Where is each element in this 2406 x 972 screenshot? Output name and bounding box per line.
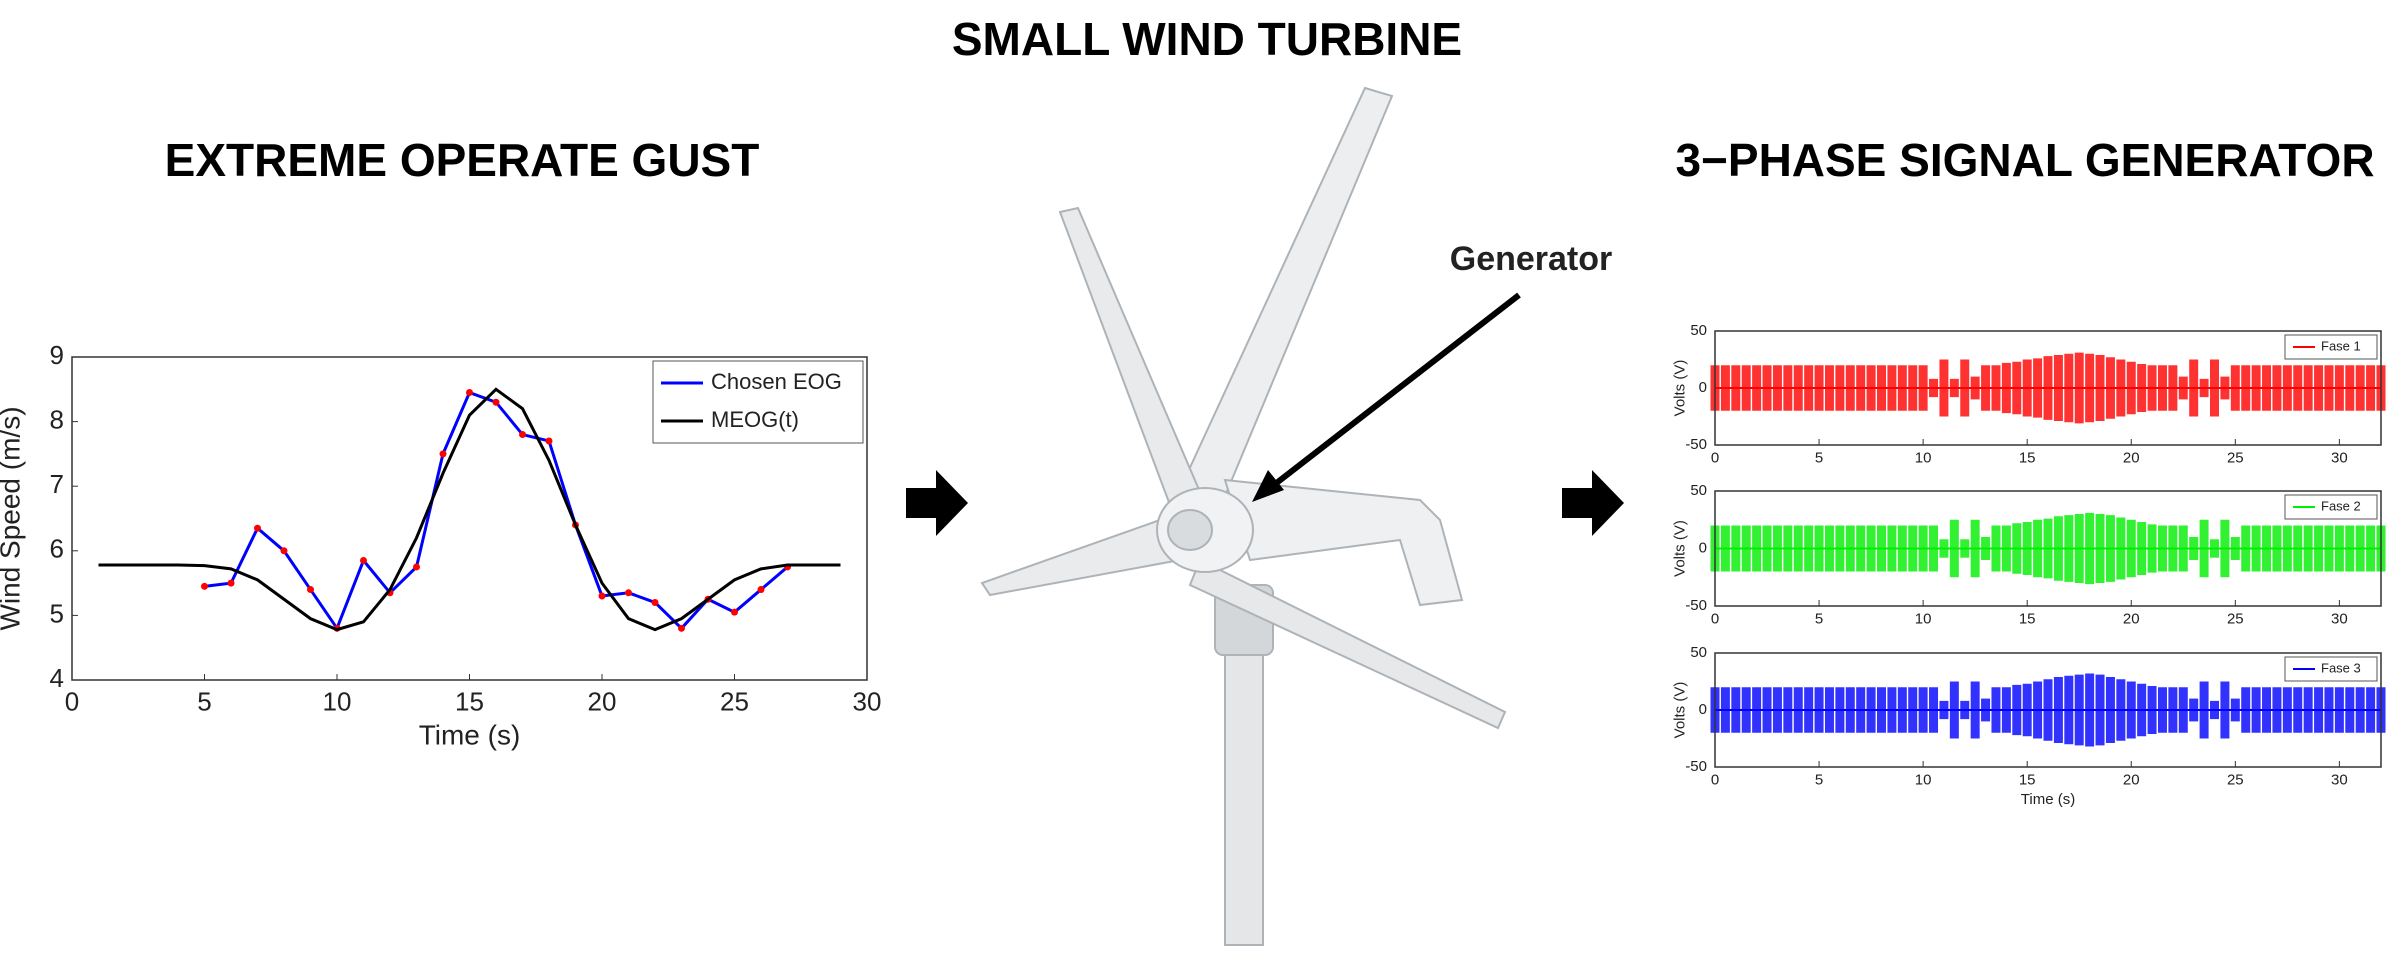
x-tick-label: 5 [1815,610,1823,627]
x-tick-label: 10 [1915,449,1932,466]
x-tick-label: 10 [323,686,352,716]
data-point [439,450,447,458]
x-tick-label: 10 [1915,771,1932,788]
data-point [625,589,632,597]
data-point [360,556,367,564]
y-tick-label: 50 [1690,482,1707,499]
data-point [678,624,685,632]
x-tick-label: 15 [2019,610,2036,627]
axes-frame [1714,652,2382,768]
hub-cap [1167,509,1213,551]
pointer-head [1252,470,1284,502]
y-tick-label: 9 [50,340,64,370]
x-axis-label: Time (s) [419,720,521,751]
legend-box [652,360,864,444]
legend-label: Chosen EOG [711,369,842,394]
y-tick-label: 0 [1699,701,1707,718]
data-point [519,431,526,439]
flow-arrow [906,470,968,536]
data-point [598,592,606,600]
x-tick-label: 15 [2019,771,2036,788]
x-tick-label: 0 [1711,449,1719,466]
y-tick-label: 50 [1690,322,1707,339]
data-point [545,437,553,445]
left-heading: EXTREME OPERATE GUST [165,134,760,186]
x-tick-label: 30 [853,686,882,716]
x-tick-label: 20 [2123,449,2140,466]
x-tick-label: 20 [588,686,617,716]
y-axis-label: Volts (V) [1671,682,1688,739]
legend-label: Fase 3 [2321,660,2361,675]
data-point [254,524,261,532]
x-tick-label: 5 [1815,449,1823,466]
x-tick-label: 30 [2331,610,2348,627]
x-tick-label: 5 [197,686,211,716]
y-tick-label: 5 [50,598,64,628]
x-tick-label: 0 [65,686,79,716]
wind-turbine [980,86,1507,946]
pointer-line [1268,292,1521,491]
y-tick-label: 4 [50,663,64,693]
x-axis-label: Time (s) [2021,791,2075,808]
data-point [731,608,738,616]
data-point [466,389,473,397]
series-line [98,387,841,632]
y-tick-label: -50 [1685,436,1707,453]
x-tick-label: 30 [2331,449,2348,466]
y-tick-label: 50 [1690,644,1707,661]
x-tick-label: 15 [2019,449,2036,466]
y-tick-label: 0 [1699,379,1707,396]
blade [1188,558,1507,730]
x-tick-label: 0 [1711,610,1719,627]
x-tick-label: 30 [2331,771,2348,788]
flow-arrow [1562,470,1624,536]
y-axis-label: Volts (V) [1671,360,1688,417]
data-point [227,579,235,587]
y-tick-label: 0 [1699,539,1707,556]
y-tick-label: -50 [1685,758,1707,775]
y-tick-label: -50 [1685,597,1707,614]
figure-title: SMALL WIND TURBINE [952,13,1462,65]
y-axis-label: Volts (V) [1671,520,1688,577]
data-point [757,586,765,594]
x-tick-label: 10 [1915,610,1932,627]
data-point [413,563,420,571]
x-tick-label: 25 [2227,771,2244,788]
generator-label: Generator [1450,240,1613,278]
axes-frame [71,356,868,681]
right-heading: 3−PHASE SIGNAL GENERATOR [1675,134,2374,186]
generator-pointer [1252,292,1521,502]
y-tick-label: 7 [50,469,64,499]
x-tick-label: 20 [2123,771,2140,788]
x-tick-label: 25 [2227,449,2244,466]
y-tick-label: 8 [50,404,64,434]
legend-label: Fase 1 [2321,338,2361,353]
x-tick-label: 20 [2123,610,2140,627]
x-tick-label: 25 [720,686,749,716]
x-tick-label: 25 [2227,610,2244,627]
data-point [492,398,500,406]
axes-frame [1714,490,2382,607]
axes-frame [1714,330,2382,446]
data-point [307,586,314,594]
data-point [280,547,288,555]
legend-label: MEOG(t) [711,407,799,432]
x-tick-label: 15 [455,686,484,716]
data-point [201,582,208,590]
data-point [651,598,659,606]
x-tick-label: 5 [1815,771,1823,788]
y-tick-label: 6 [50,534,64,564]
legend-label: Fase 2 [2321,498,2361,513]
x-tick-label: 0 [1711,771,1719,788]
y-axis-label: Wind Speed (m/s) [0,406,26,630]
tail-vane [1223,478,1464,607]
